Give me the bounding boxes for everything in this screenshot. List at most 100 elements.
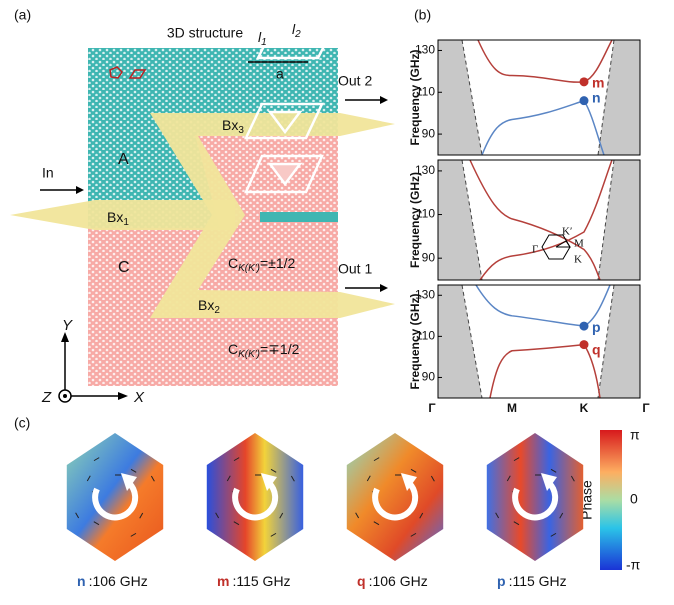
strip [260,212,338,222]
light-cone [598,40,640,155]
y-tick-label: 130 [415,43,435,57]
field-map [346,433,444,561]
light-cone [438,285,482,398]
field-arrow [233,457,240,462]
chern-label: CK(K′)=±1/2 [228,255,296,274]
lattice-label: a [276,66,284,82]
bz-label: Γ [532,244,538,256]
mode-name: p [497,573,506,589]
field-arrow [93,521,100,526]
panel-label: (c) [14,415,30,431]
waveguide [10,200,235,230]
mode-caption: m:115 GHz [217,573,291,589]
x-tick-label: K [580,401,589,415]
lattice-label: l2 [292,21,301,40]
colorbar-tick: -π [626,557,641,573]
axis-label: X [133,389,145,406]
y-axis-label: Frequency (GHz) [408,293,422,389]
rotation-arrow [372,480,419,521]
rotation-arrowhead [121,473,137,491]
arrowhead [380,284,388,292]
waveguide-label: Bx1 [107,209,129,228]
field-arrow [373,457,380,462]
field-arrow [279,512,284,519]
y-tick-label: 90 [422,126,436,140]
plot-frame [437,284,641,399]
plot-frame [437,159,641,281]
field-arrow [355,512,360,519]
field-arrow [233,521,240,526]
field-arrow [430,475,435,482]
light-line [597,39,615,156]
field-arrow [366,475,371,482]
unit-cell [244,154,324,194]
mode-frequency: :106 GHz [89,573,148,589]
port-label: Out 2 [338,73,372,89]
axis-label: Y [62,317,73,334]
y-tick-label: 110 [416,84,435,98]
light-cone [598,285,640,398]
rotation-arrow [512,480,559,521]
field-arrow [130,532,137,537]
bz-label: K [574,254,582,266]
field-arrow [130,468,137,473]
field-arrow [75,512,80,519]
arrowhead [76,186,84,194]
y-tick-label: 130 [415,163,435,177]
field-arrow [150,475,155,482]
port-label: Out 1 [338,261,372,277]
band [481,99,605,156]
light-line [461,39,483,156]
field-map [206,433,304,561]
mode-name: n [77,573,86,589]
field-arrow [419,512,424,519]
x-tick-label: M [507,401,517,415]
field-arrow [550,468,557,473]
arrowhead [118,392,128,400]
light-line [461,159,483,281]
port-label: In [42,165,54,181]
field-arrow [226,475,231,482]
field-arrow [550,532,557,537]
plot-frame [437,39,641,156]
field-map [486,433,584,561]
mode-frequency: :106 GHz [369,573,428,589]
light-line [597,284,615,399]
mode-label: m [592,75,604,91]
bz-path [555,240,571,248]
y-axis-label: Frequency (GHz) [408,172,422,268]
y-tick-label: 90 [422,370,436,384]
rotation-arrowhead [401,473,417,491]
band [489,343,601,399]
field-arrow [495,512,500,519]
y-axis-label: Frequency (GHz) [408,49,422,145]
rotation-arrowhead [261,473,277,491]
band [479,159,613,281]
arrowhead [61,332,69,342]
arrowhead [380,96,388,104]
field-arrow [506,475,511,482]
mode-point [579,321,589,331]
triangle [267,162,303,187]
y-tick-label: 110 [416,329,435,343]
field-arrow [86,475,91,482]
mode-name: q [357,573,366,589]
light-line [597,159,615,281]
field-arrow [410,532,417,537]
colorbar-tick: 0 [630,491,638,507]
y-tick-label: 130 [415,287,435,301]
hexagon [109,66,123,79]
axis-out [63,394,67,398]
field-map [66,433,164,561]
light-line [461,284,483,399]
rotation-arrow [92,480,139,521]
field-arrow [570,475,575,482]
panel-label: (b) [414,7,431,23]
field-arrow [93,457,100,462]
rhombus [128,69,147,79]
bz-label: K′ [562,226,572,238]
domain-label: A [118,151,129,168]
colorbar [600,430,622,570]
bz-label: M [574,238,584,250]
